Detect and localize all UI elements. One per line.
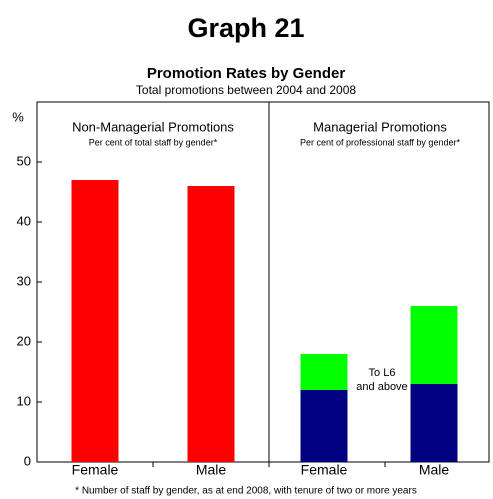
footnote: * Number of staff by gender, as at end 2… [75, 486, 417, 497]
x-tick-label: Male [419, 462, 450, 478]
y-tick-label: 10 [17, 393, 31, 408]
chart-title: Graph 21 [187, 13, 304, 43]
y-tick-label: 30 [17, 273, 31, 288]
bar-segment [300, 354, 348, 390]
y-tick-label: 20 [17, 333, 31, 348]
y-tick-label: 40 [17, 213, 31, 228]
bar [71, 180, 119, 462]
chart-note: Total promotions between 2004 and 2008 [136, 83, 356, 97]
panel-subtitle: Per cent of total staff by gender* [89, 137, 218, 147]
y-tick-label: 50 [17, 153, 31, 168]
x-tick-label: Female [301, 462, 348, 478]
panel-subtitle: Per cent of professional staff by gender… [300, 137, 460, 147]
chart-subtitle: Promotion Rates by Gender [147, 65, 346, 82]
bar-segment [300, 390, 348, 462]
bar-segment [410, 384, 458, 462]
y-axis-label: % [12, 109, 24, 124]
panel-title: Managerial Promotions [313, 119, 447, 134]
panel-title: Non-Managerial Promotions [72, 119, 234, 134]
x-tick-label: Male [196, 462, 227, 478]
x-tick-label: Female [72, 462, 119, 478]
series-label: To L6 and above [356, 367, 407, 393]
y-tick-label: 0 [24, 453, 31, 468]
bar [187, 186, 235, 462]
bar-segment [410, 306, 458, 384]
